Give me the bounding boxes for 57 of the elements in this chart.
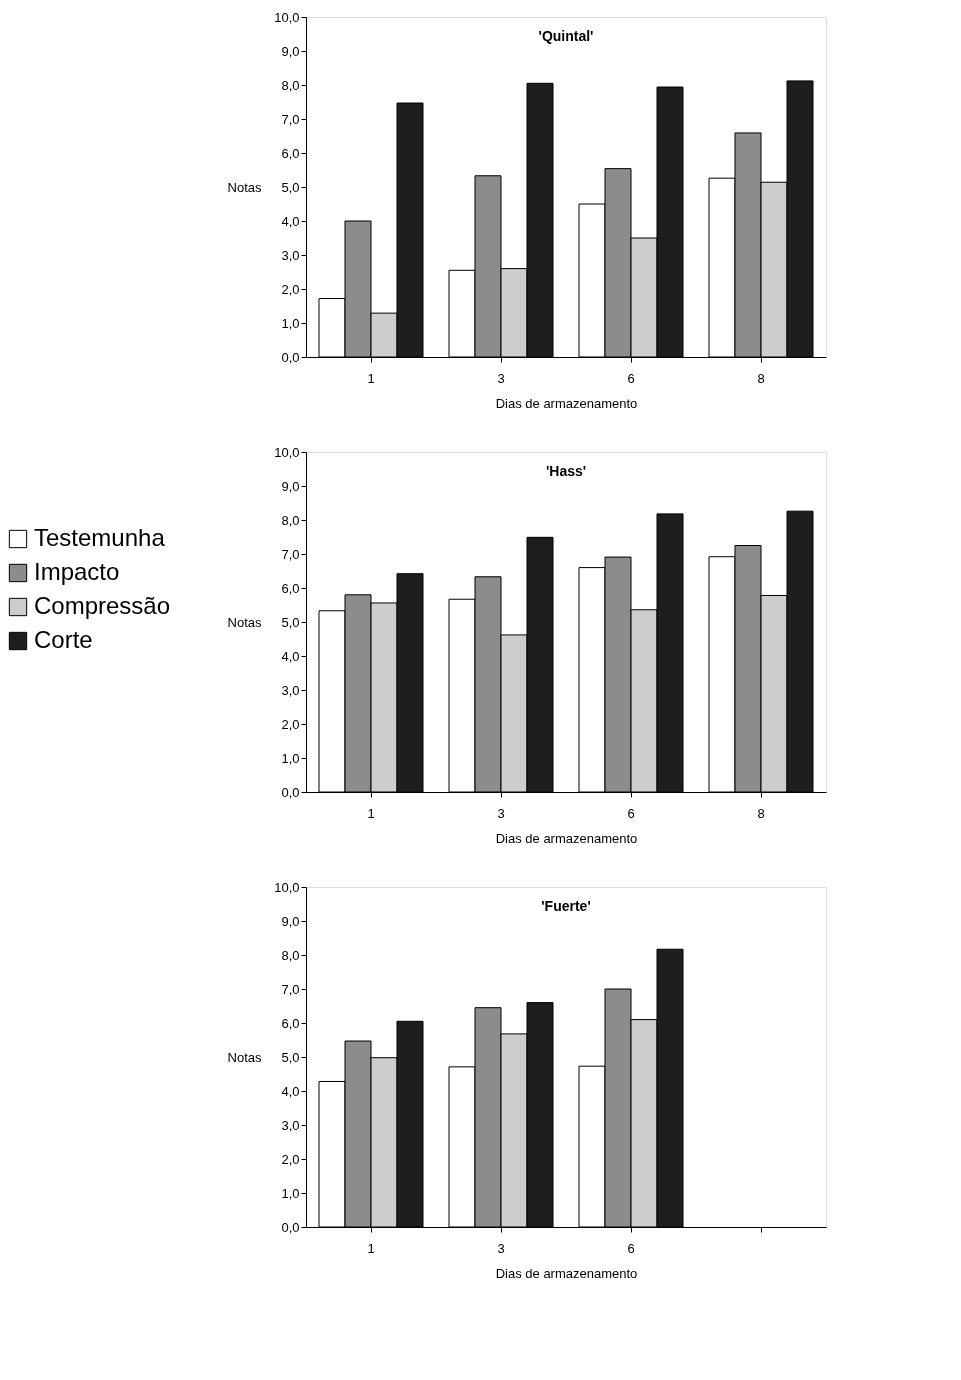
y-tick-label: 9,0 [281, 43, 300, 59]
x-tick-label: 1 [367, 370, 375, 386]
x-tick-label: 1 [367, 1240, 375, 1256]
y-tick-label: 5,0 [281, 614, 300, 630]
text: 'Fuerte' [541, 898, 591, 914]
x-tick-label: 3 [497, 805, 505, 821]
x-tick-label: 3 [497, 1240, 505, 1256]
y-tick-label: 10,0 [274, 879, 300, 895]
legend-label: Testemunha [34, 524, 166, 551]
y-tick-label: 1,0 [281, 750, 300, 766]
x-tick-label: 6 [627, 1240, 635, 1256]
y-tick-label: 7,0 [281, 981, 300, 997]
y-tick-label: 3,0 [281, 682, 300, 698]
x-axis-title: Dias de armazenamento [495, 1265, 638, 1281]
y-tick-label: 6,0 [281, 580, 300, 596]
y-tick-label: 5,0 [281, 179, 300, 195]
legend-label: Compressão [34, 592, 171, 619]
x-axis-title: Dias de armazenamento [495, 830, 638, 846]
y-tick-label: 10,0 [274, 9, 300, 25]
text: 'Hass' [545, 463, 587, 479]
y-tick-label: 0,0 [281, 784, 300, 800]
y-tick-label: 8,0 [281, 77, 300, 93]
y-tick-label: 9,0 [281, 913, 300, 929]
y-tick-label: 3,0 [281, 247, 300, 263]
y-tick-label: 0,0 [281, 349, 300, 365]
y-tick-label: 2,0 [281, 716, 300, 732]
y-tick-label: 8,0 [281, 947, 300, 963]
y-tick-label: 2,0 [281, 281, 300, 297]
y-tick-label: 6,0 [281, 145, 300, 161]
text: 'Quintal' [538, 28, 594, 44]
x-tick-label: 3 [497, 370, 505, 386]
y-tick-label: 4,0 [281, 213, 300, 229]
y-tick-label: 4,0 [281, 648, 300, 664]
x-tick-label: 6 [627, 370, 635, 386]
y-axis-title: Notas [227, 614, 262, 630]
y-tick-label: 7,0 [281, 546, 300, 562]
y-axis-title: Notas [227, 179, 262, 195]
x-tick-label: 1 [367, 805, 375, 821]
y-tick-label: 7,0 [281, 111, 300, 127]
y-tick-label: 10,0 [274, 444, 300, 460]
x-tick-label: 8 [757, 370, 765, 386]
legend-label: Impacto [34, 558, 120, 585]
y-tick-label: 4,0 [281, 1083, 300, 1099]
y-tick-label: 2,0 [281, 1151, 300, 1167]
y-tick-label: 5,0 [281, 1049, 300, 1065]
x-axis-title: Dias de armazenamento [495, 395, 638, 411]
y-axis-title: Notas [227, 1049, 262, 1065]
x-tick-label: 8 [757, 805, 765, 821]
y-tick-label: 9,0 [281, 478, 300, 494]
y-tick-label: 3,0 [281, 1117, 300, 1133]
y-tick-label: 1,0 [281, 315, 300, 331]
x-tick-label: 6 [627, 805, 635, 821]
y-tick-label: 0,0 [281, 1219, 300, 1235]
y-tick-label: 8,0 [281, 512, 300, 528]
legend-label: Corte [34, 626, 93, 653]
y-tick-label: 1,0 [281, 1185, 300, 1201]
y-tick-label: 6,0 [281, 1015, 300, 1031]
